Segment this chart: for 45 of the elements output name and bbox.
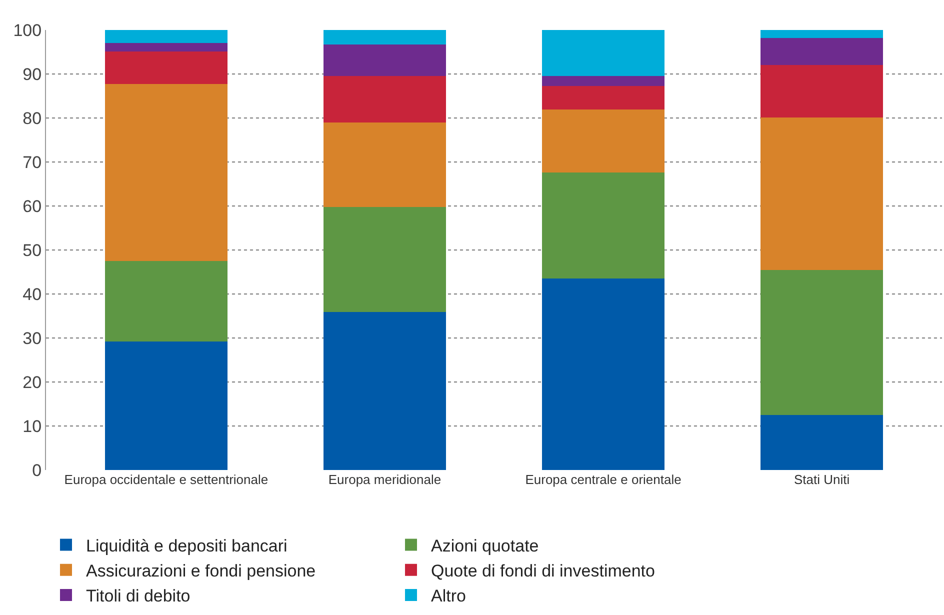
y-tick-label: 60 [22,196,42,216]
bar [105,84,228,261]
y-tick-label: 70 [22,152,42,172]
bar [105,52,228,84]
legend-label: Titoli di debito [86,586,190,606]
bar [542,172,664,279]
y-tick-label: 90 [22,64,42,84]
legend-label: Assicurazioni e fondi pensione [86,561,316,580]
x-tick-label: Stati Uniti [794,472,850,487]
bar [324,76,446,122]
bar [324,206,446,312]
x-tick-label: Europa occidentale e settentrionale [64,472,268,487]
x-tick-label: Europa centrale e orientale [525,472,682,487]
bar [542,86,664,110]
y-tick-label: 10 [22,416,42,436]
bar [542,110,664,173]
bar [760,65,883,118]
bar [105,30,228,43]
legend-label: Azioni quotate [431,536,539,556]
bar [760,30,883,38]
y-tick-label: 20 [22,372,42,392]
y-tick-label: 80 [22,108,42,128]
bar [760,415,883,470]
legend-label: Altro [431,586,466,606]
bar [105,261,228,342]
bar [542,278,664,470]
bar [105,342,228,470]
bar [760,38,883,66]
bar [760,118,883,270]
legend-label: Liquidità e depositi bancari [86,536,288,556]
bar [324,312,446,470]
y-tick-label: 50 [22,240,42,260]
bar [324,30,446,45]
bar [542,30,664,76]
y-tick-label: 40 [22,284,42,304]
y-tick-label: 100 [13,20,42,40]
bar [105,42,228,52]
bar [324,122,446,207]
bar [542,76,664,86]
y-tick-label: 30 [22,328,42,348]
bar [324,44,446,76]
legend-label: Quote di fondi di investimento [431,561,655,580]
bar [760,270,883,415]
x-tick-label: Europa meridionale [328,472,442,487]
y-tick-label: 0 [32,460,42,480]
